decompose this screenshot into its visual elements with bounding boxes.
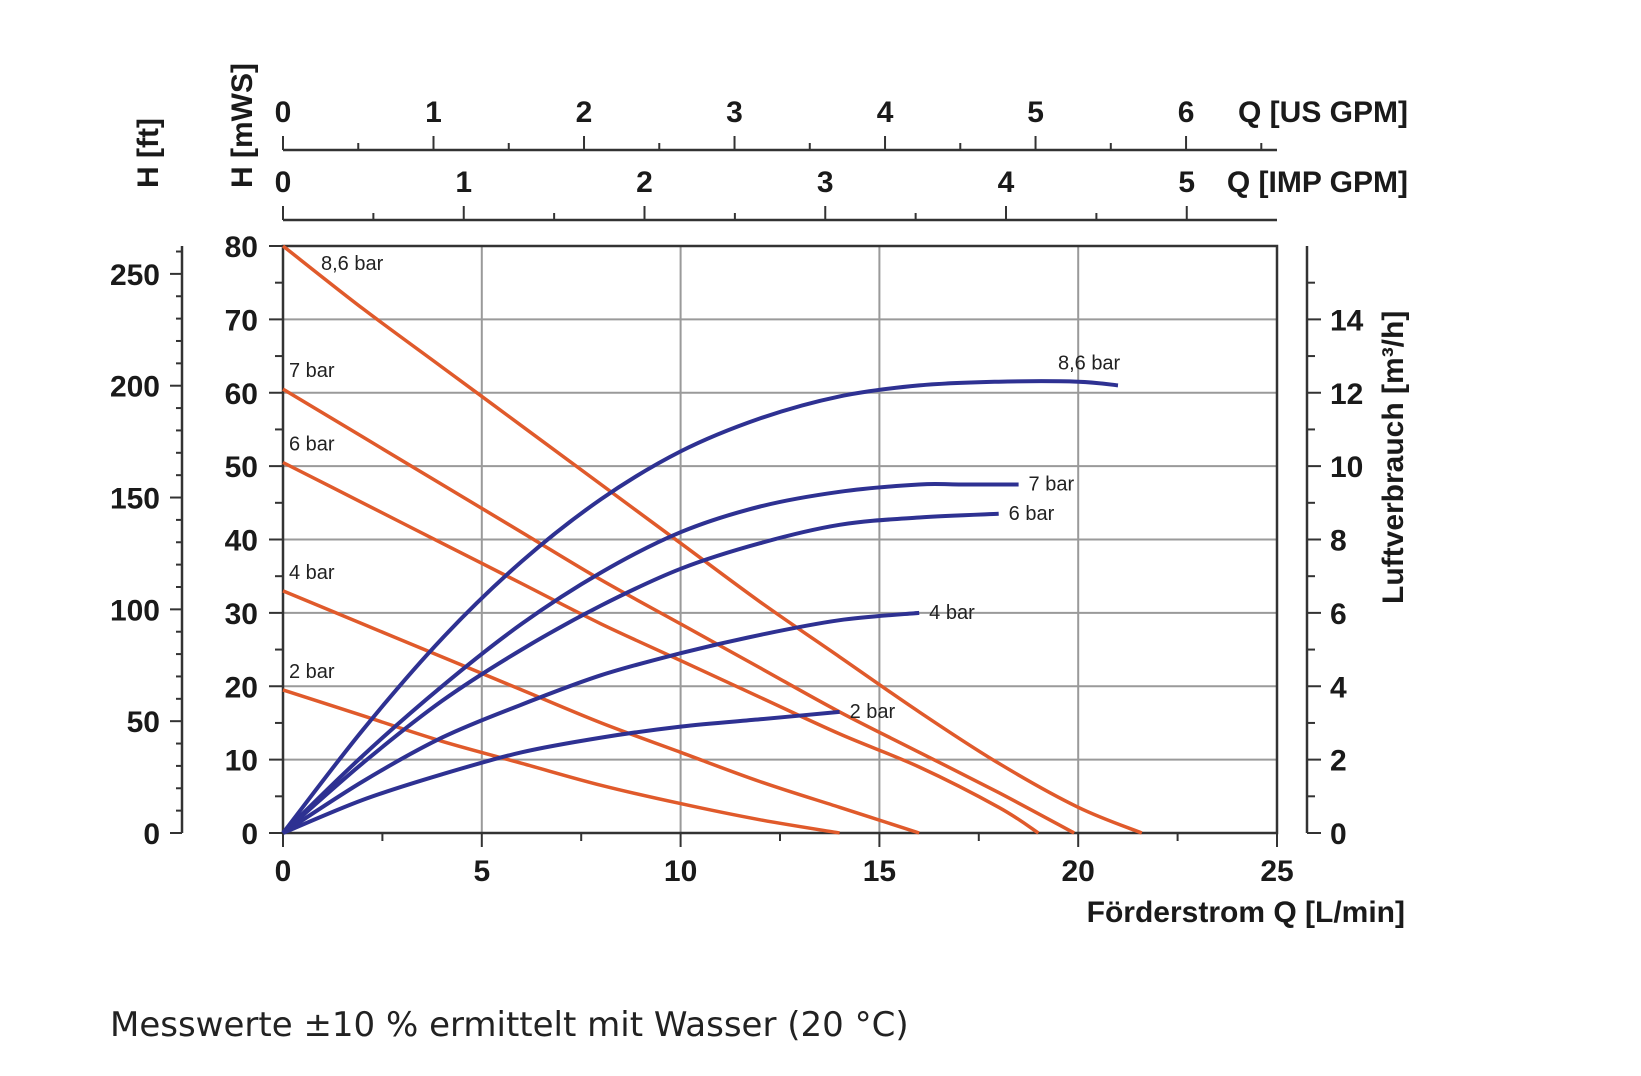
top-imp-axis-title: Q [IMP GPM] [1227,166,1408,199]
y-right-tick-label: 2 [1330,745,1347,778]
air-curve-label: 2 bar [850,701,896,723]
air-curve [281,379,1119,835]
air-curve-label: 7 bar [1029,473,1075,495]
x-axis-title: Förderstrom Q [L/min] [1087,896,1405,929]
y-left-tick-label: 50 [225,451,258,484]
air-curve [281,481,1019,835]
head-curve-label: 4 bar [289,562,335,584]
y-left-tick-label: 40 [225,525,258,558]
y-left-tick-label: 30 [225,598,258,631]
chart-caption: Messwerte ±10 % ermittelt mit Wasser (20… [110,1005,909,1045]
y-left-axis-title: H [mWS] [226,63,259,188]
top-imp-tick-label: 1 [455,166,472,199]
head-curve-label: 6 bar [289,433,335,455]
head-curve [282,589,920,835]
x-tick-label: 25 [1260,855,1293,888]
head-curve [282,387,1076,835]
y-ft-tick-label: 250 [110,259,160,292]
top-us-axis-title: Q [US GPM] [1238,96,1408,129]
y-left-tick-label: 80 [225,231,258,264]
top-imp-tick-label: 4 [998,166,1015,199]
air-curve [281,511,999,835]
head-curve [282,688,840,835]
pump-curve-chart: 0 5 10 15 20 25 Förderstrom Q [L/min] 0 10 20 30 40… [110,63,1410,929]
air-curve [282,709,840,835]
top-us-tick-label: 4 [877,96,894,129]
top-imp-tick-label: 3 [817,166,834,199]
x-tick-label: 20 [1062,855,1095,888]
y-right-tick-label: 6 [1330,598,1347,631]
y-right-tick-label: 0 [1330,818,1347,851]
y-right-tick-label: 8 [1330,525,1347,558]
y-ft-tick-label: 50 [127,706,160,739]
head-curve [281,244,1143,835]
y-right-axis-title: Luftverbrauch [m³/h] [1377,311,1410,604]
y-left-tick-label: 60 [225,378,258,411]
top-imp-tick-label: 5 [1178,166,1195,199]
top-us-tick-label: 2 [576,96,593,129]
head-curve-label: 7 bar [289,360,335,382]
air-curve-label: 6 bar [1009,503,1055,525]
head-curve-label: 2 bar [289,661,335,683]
x-tick-label: 10 [664,855,697,888]
top-us-tick-label: 5 [1027,96,1044,129]
y-left-tick-label: 20 [225,671,258,704]
top-us-tick-label: 0 [275,96,292,129]
y-left-tick-label: 0 [241,818,258,851]
top-us-tick-label: 3 [726,96,743,129]
y-ft-axis-title: H [ft] [132,118,165,188]
top-imp-tick-label: 0 [275,166,292,199]
head-curve [282,460,1040,835]
x-tick-label: 5 [473,855,490,888]
top-us-tick-label: 1 [425,96,442,129]
y-right-tick-label: 12 [1330,378,1363,411]
y-ft-tick-label: 150 [110,483,160,516]
y-right-tick-label: 10 [1330,451,1363,484]
air-curve-label: 4 bar [929,602,975,624]
y-left-tick-label: 70 [225,304,258,337]
y-ft-tick-label: 100 [110,594,160,627]
y-ft-tick-label: 0 [143,818,160,851]
air-curve-label: 8,6 bar [1058,352,1121,374]
y-right-tick-label: 4 [1330,671,1347,704]
y-ft-tick-label: 200 [110,371,160,404]
air-curve [281,610,920,835]
y-right-tick-label: 14 [1330,304,1364,337]
x-tick-label: 15 [863,855,896,888]
top-imp-tick-label: 2 [636,166,653,199]
head-curve-label: 8,6 bar [321,253,384,275]
top-us-tick-label: 6 [1178,96,1195,129]
y-left-tick-label: 10 [225,745,258,778]
x-tick-label: 0 [275,855,292,888]
